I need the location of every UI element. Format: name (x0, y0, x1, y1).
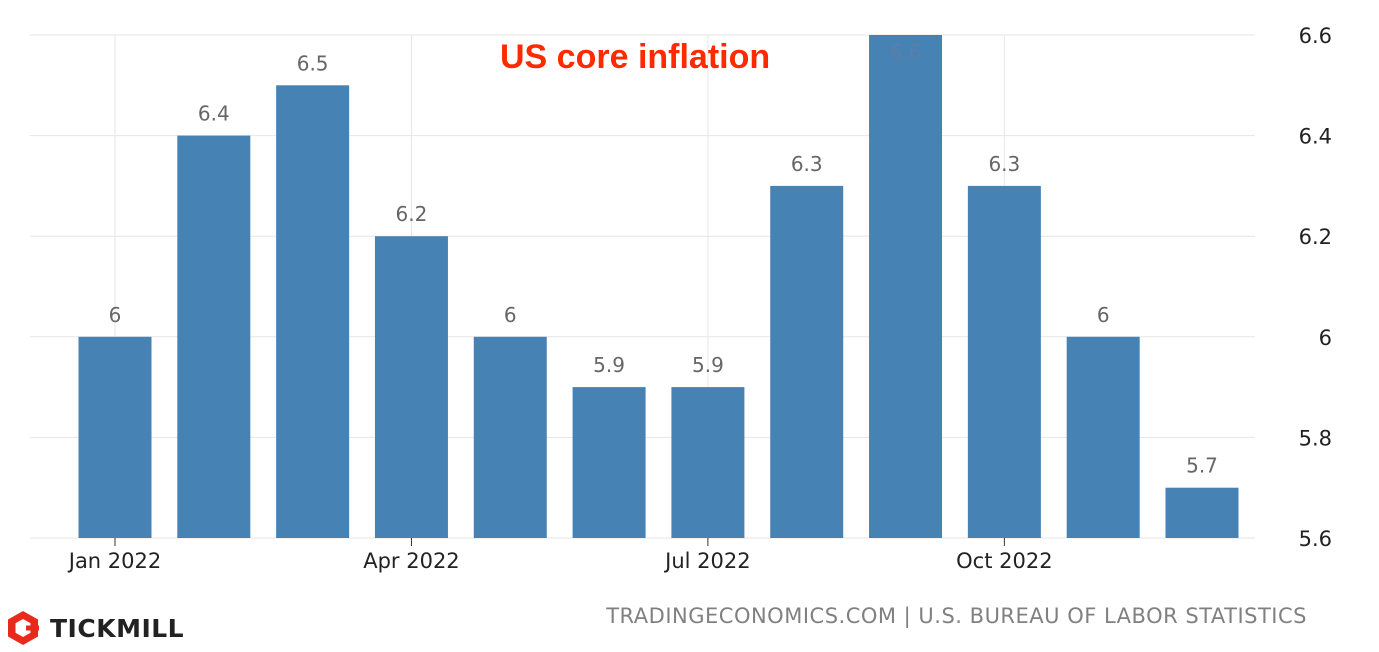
bar (276, 85, 350, 539)
y-tick-label: 6.4 (1299, 125, 1332, 149)
bar (473, 336, 547, 538)
y-tick-label: 6.2 (1299, 225, 1332, 249)
source-credit: TRADINGECONOMICS.COM | U.S. BUREAU OF LA… (606, 604, 1307, 628)
bar (177, 135, 251, 538)
x-tick-label: Jan 2022 (67, 549, 162, 573)
data-label: 6.4 (198, 102, 230, 126)
y-tick-label: 6.6 (1299, 24, 1332, 48)
tickmill-hexagon-icon (8, 611, 39, 645)
data-label: 5.9 (692, 353, 724, 377)
x-tick-label: Jul 2022 (663, 549, 750, 573)
bar (1066, 336, 1140, 538)
bar (374, 236, 448, 538)
bars (78, 35, 1239, 539)
y-axis-ticks: 5.6 5.8 6 6.2 6.4 6.6 (1299, 24, 1332, 551)
chart-title: US core inflation (500, 38, 771, 76)
data-label: 6 (504, 303, 517, 327)
y-tick-label: 6 (1319, 326, 1332, 350)
bar (671, 387, 745, 538)
bar (572, 387, 646, 538)
bar (78, 336, 152, 538)
tickmill-logo: TICKMILL (4, 608, 184, 648)
value-labels: 6 6.4 6.5 6.2 6 5.9 5.9 6.3 6.6 6.3 6 5.7 (109, 40, 1218, 478)
data-label: 6 (109, 303, 122, 327)
x-tick-label: Apr 2022 (363, 549, 459, 573)
data-label: 6.3 (791, 152, 823, 176)
bar (869, 35, 943, 538)
data-label: 6 (1097, 303, 1110, 327)
y-tick-label: 5.8 (1299, 426, 1332, 450)
data-label: 6.3 (988, 152, 1020, 176)
data-label: 5.7 (1186, 454, 1218, 478)
logo-text: TICKMILL (50, 613, 185, 643)
data-label: 6.6 (890, 40, 922, 64)
bar (770, 185, 844, 538)
data-label: 6.5 (297, 51, 329, 75)
bar (1165, 487, 1239, 538)
bar-chart: 6 6.4 6.5 6.2 6 5.9 5.9 6.3 6.6 6.3 6 5.7 5.6 5.8 6 6.… (30, 24, 1332, 573)
data-label: 5.9 (593, 353, 625, 377)
data-label: 6.2 (396, 202, 428, 226)
x-axis-ticks: Jan 2022 Apr 2022 Jul 2022 Oct 2022 (67, 538, 1053, 573)
x-tick-label: Oct 2022 (956, 549, 1052, 573)
y-tick-label: 5.6 (1299, 527, 1332, 551)
bar (967, 185, 1041, 538)
